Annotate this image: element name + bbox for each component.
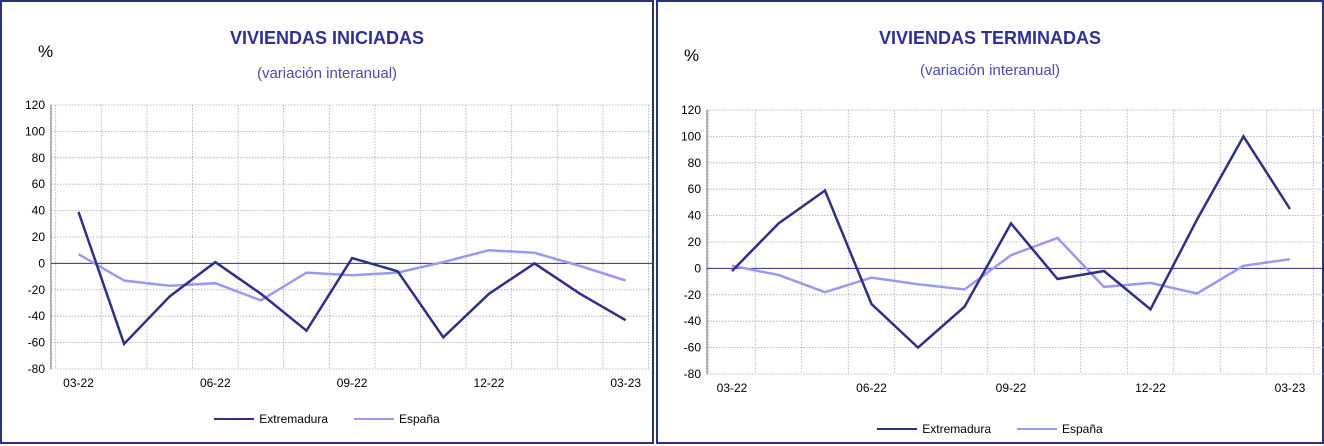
legend-swatch [354,418,394,420]
legend-label: Extremadura [922,422,991,436]
x-tick-label: 09-22 [337,376,368,390]
y-tick-label: -80 [684,367,702,381]
legend-item-extremadura: Extremadura [877,422,991,436]
chart-plot-terminadas: -80 -60 -40 -20 0 20 40 60 80 100 120 03-22 06-22 09-… [681,103,1324,395]
x-tick-label: 03-22 [717,381,748,395]
chart-plot-iniciadas: -80 -60 -40 -20 0 20 40 60 80 100 120 03-22 06-22 09-… [25,98,653,390]
chart-subtitle: (variación interanual) [919,62,1061,79]
chart-panel-terminadas: % VIVIENDAS TERMINADAS (variación intera… [656,0,1324,444]
chart-title: VIVIENDAS TERMINADAS [878,28,1102,48]
chart-legend: Extremadura España [2,412,652,426]
y-tick-label: 60 [688,182,702,196]
x-tick-label: 06-22 [200,376,231,390]
legend-label: España [399,412,440,426]
y-tick-label: -40 [28,309,46,323]
y-tick-label: 60 [32,177,46,191]
x-tick-label: 06-22 [856,381,887,395]
x-tick-label: 03-23 [610,376,641,390]
y-unit-label: % [38,42,54,61]
y-tick-label: 0 [38,256,45,270]
x-tick-label: 12-22 [1135,381,1166,395]
y-tick-label: -40 [684,314,702,328]
series-line-extremadura [77,211,627,347]
y-tick-label: -80 [28,362,46,376]
y-unit-label: % [684,46,700,65]
legend-item-espana: España [354,412,440,426]
y-tick-label: 80 [32,151,46,165]
legend-item-espana: España [1017,422,1103,436]
x-tick-label: 09-22 [996,381,1027,395]
legend-item-extremadura: Extremadura [214,412,328,426]
x-tick-label: 12-22 [474,376,505,390]
y-tick-label: 0 [694,261,701,275]
y-tick-label: 20 [688,235,702,249]
series-line-espaa [731,236,1291,295]
gridlines [707,109,1324,375]
chart-subtitle: (variación interanual) [256,65,398,82]
legend-label: España [1062,422,1103,436]
y-tick-label: 80 [688,156,702,170]
y-tick-label: -60 [684,341,702,355]
gridlines [51,104,653,370]
x-tick-label: 03-23 [1275,381,1306,395]
y-tick-label: 100 [25,124,45,138]
y-tick-label: 100 [681,129,701,143]
chart-panel-iniciadas: % VIVIENDAS INICIADAS (variación interan… [0,0,654,444]
legend-swatch [1017,428,1057,430]
series-line-espaa [77,248,627,302]
x-tick-label: 03-22 [63,376,94,390]
y-tick-label: -20 [684,288,702,302]
y-tick-label: 40 [32,204,46,218]
y-tick-label: 20 [32,230,46,244]
y-tick-label: -60 [28,336,46,350]
y-tick-label: 120 [25,98,45,112]
y-tick-label: 120 [681,103,701,117]
series-line-extremadura [731,133,1292,350]
chart-title: VIVIENDAS INICIADAS [229,28,425,48]
legend-swatch [877,428,918,430]
legend-swatch [214,418,255,420]
chart-legend: Extremadura España [658,422,1322,436]
legend-label: Extremadura [259,412,328,426]
y-tick-label: 40 [688,209,702,223]
y-tick-label: -20 [28,283,46,297]
